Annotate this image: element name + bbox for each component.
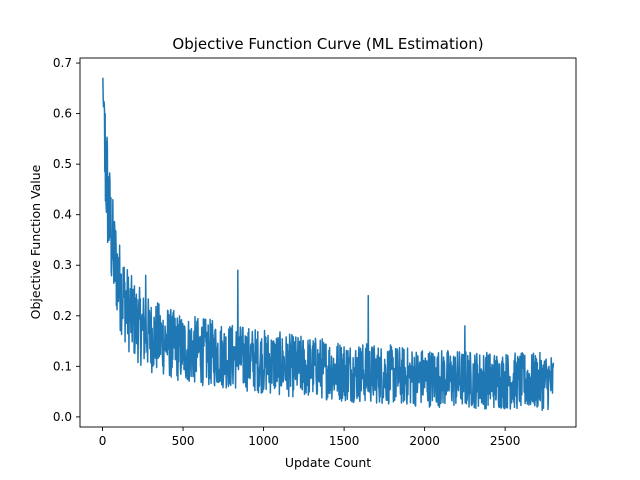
x-tick-label: 0 [99,434,107,448]
plot-area [79,57,577,428]
series-line [102,77,555,412]
y-tick-label: 0.3 [53,258,72,272]
x-tick-label: 1500 [329,434,360,448]
y-axis: 0.0 0.1 0.2 0.3 0.4 0.5 0.6 0.7 [53,56,80,424]
x-tick-label: 2500 [490,434,521,448]
x-axis-label: Update Count [285,455,371,470]
x-axis: 0 500 1000 1500 2000 2500 [99,427,521,448]
y-tick-label: 0.6 [53,107,72,121]
y-tick-label: 0.4 [53,208,72,222]
x-tick-label: 1000 [248,434,279,448]
x-tick-label: 2000 [409,434,440,448]
chart-title: Objective Function Curve (ML Estimation) [172,35,483,53]
y-tick-label: 0.7 [53,56,72,70]
x-tick-label: 500 [172,434,195,448]
y-tick-label: 0.1 [53,359,72,373]
y-tick-label: 0.0 [53,410,72,424]
y-tick-label: 0.2 [53,309,72,323]
y-tick-label: 0.5 [53,157,72,171]
y-axis-label: Objective Function Value [28,164,43,319]
plot-frame [79,57,577,428]
